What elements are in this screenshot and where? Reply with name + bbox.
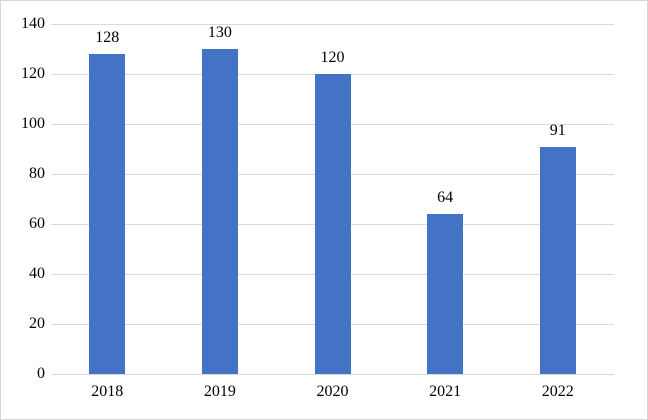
y-tick-label: 140	[21, 15, 45, 32]
bar-2018	[89, 54, 126, 374]
x-axis-label: 2019	[203, 383, 236, 400]
y-tick-label: 100	[21, 115, 45, 132]
y-tick-label: 20	[29, 315, 45, 332]
y-tick-label: 80	[29, 165, 45, 182]
bar-value-label: 120	[320, 49, 345, 66]
x-axis-label: 2020	[316, 383, 349, 400]
bar-value-label: 130	[207, 24, 232, 41]
bar-2022	[539, 146, 576, 374]
bar-value-label: 128	[95, 29, 120, 46]
y-tick-label: 40	[29, 265, 45, 282]
x-axis-label: 2022	[541, 383, 574, 400]
x-axis-label: 2021	[429, 383, 462, 400]
bar-2019	[201, 49, 238, 374]
y-tick-label: 60	[29, 215, 45, 232]
bar-value-label: 64	[437, 189, 454, 206]
y-tick-label: 0	[37, 365, 45, 382]
y-tick-label: 120	[21, 65, 45, 82]
gridline	[51, 373, 614, 375]
bar-2020	[314, 74, 351, 374]
x-axis-label: 2018	[91, 383, 124, 400]
bar-value-label: 91	[549, 121, 566, 139]
plot-area: 128 130 120 64 91	[51, 23, 614, 375]
bar-2021	[427, 214, 464, 374]
gridline	[51, 23, 614, 25]
